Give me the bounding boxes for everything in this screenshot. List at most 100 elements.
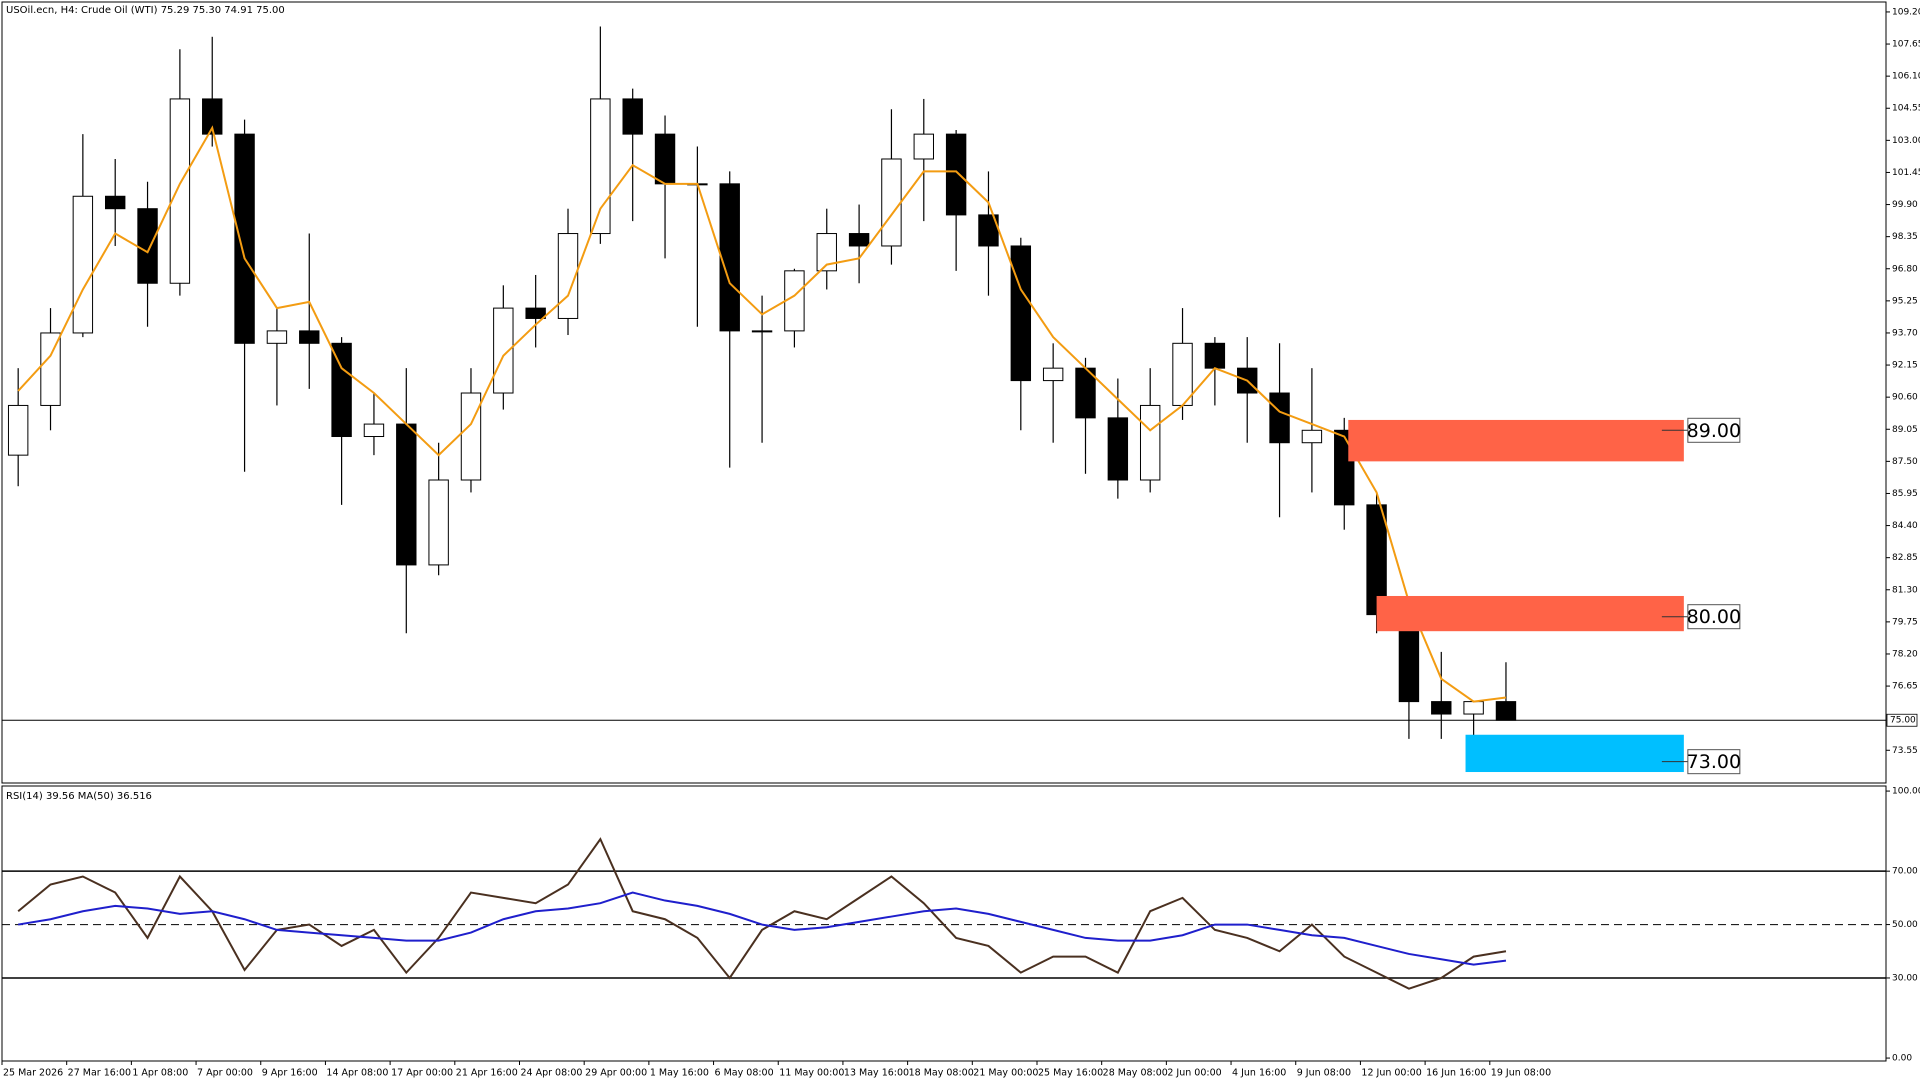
y-tick-label: 92.15 xyxy=(1892,361,1918,371)
candle-body xyxy=(557,233,579,319)
candle-body xyxy=(7,404,29,456)
candle-body xyxy=(1107,417,1129,481)
candle-body xyxy=(1010,245,1032,382)
y-tick-label: 98.35 xyxy=(1892,232,1918,242)
y-tick-label: 0.00 xyxy=(1892,1054,1912,1064)
x-tick-label: 25 May 16:00 xyxy=(1038,1068,1103,1079)
y-tick-label: 89.05 xyxy=(1892,425,1918,435)
y-tick-label: 103.00 xyxy=(1892,136,1920,146)
x-tick-label: 29 Apr 00:00 xyxy=(585,1068,647,1079)
candle-body xyxy=(363,423,385,438)
zone-label-box xyxy=(1687,604,1741,630)
candle-body xyxy=(848,233,870,247)
y-tick-label: 93.70 xyxy=(1892,328,1918,338)
y-tick-label: 90.60 xyxy=(1892,393,1918,403)
x-tick-label: 6 May 08:00 xyxy=(715,1068,774,1079)
candle-body xyxy=(654,133,676,185)
current-price-box xyxy=(1886,713,1918,727)
candle-body xyxy=(1495,701,1517,721)
x-tick-label: 21 Apr 16:00 xyxy=(456,1068,518,1079)
y-tick-label: 76.65 xyxy=(1892,682,1918,692)
candle-body xyxy=(137,208,158,284)
zone-label-box xyxy=(1687,749,1741,775)
zone-label: 73.00 xyxy=(1687,751,1741,773)
x-tick-label: 16 Jun 16:00 xyxy=(1426,1068,1486,1079)
x-tick-label: 19 Jun 08:00 xyxy=(1491,1068,1551,1079)
x-tick-label: 11 May 00:00 xyxy=(779,1068,844,1079)
zone xyxy=(1465,734,1684,773)
y-tick-label: 79.75 xyxy=(1892,617,1918,627)
y-tick-label: 96.80 xyxy=(1892,264,1918,274)
x-tick-label: 27 Mar 16:00 xyxy=(68,1068,131,1079)
x-tick-label: 28 May 08:00 xyxy=(1103,1068,1168,1079)
candle-body xyxy=(331,342,352,438)
x-tick-label: 21 May 00:00 xyxy=(973,1068,1038,1079)
moving-average xyxy=(17,125,1507,703)
y-tick-label: 109.20 xyxy=(1892,7,1920,17)
candle-body xyxy=(622,98,643,135)
y-tick-label: 104.55 xyxy=(1892,104,1920,114)
x-tick-label: 2 Jun 00:00 xyxy=(1167,1068,1221,1079)
x-tick-label: 1 Apr 08:00 xyxy=(132,1068,188,1079)
x-tick-label: 18 May 08:00 xyxy=(909,1068,974,1079)
zone-label: 89.00 xyxy=(1687,420,1741,442)
candle-body xyxy=(913,133,934,160)
y-tick-label: 101.45 xyxy=(1892,168,1920,178)
candle-body xyxy=(72,195,94,334)
candle-body xyxy=(881,158,902,247)
zone-label: 80.00 xyxy=(1687,606,1741,628)
candle-body xyxy=(1463,701,1484,715)
zone-label-box xyxy=(1687,417,1741,443)
candle-body xyxy=(590,98,611,235)
y-tick-label: 87.50 xyxy=(1892,457,1918,467)
candle-body xyxy=(1042,367,1064,382)
zone xyxy=(1348,419,1684,462)
x-tick-label: 25 Mar 2026 xyxy=(3,1068,63,1079)
x-tick-label: 9 Apr 16:00 xyxy=(262,1068,318,1079)
candle-body xyxy=(1204,342,1226,369)
candle-body xyxy=(428,479,449,566)
rsi-header: RSI(14) 39.56 MA(50) 36.516 xyxy=(6,791,152,802)
y-tick-label: 82.85 xyxy=(1892,553,1918,563)
x-tick-label: 1 May 16:00 xyxy=(650,1068,709,1079)
indicator-line xyxy=(18,891,1507,966)
x-tick-label: 9 Jun 08:00 xyxy=(1297,1068,1351,1079)
x-tick-label: 14 Apr 08:00 xyxy=(326,1068,388,1079)
candle-body xyxy=(234,133,255,344)
x-tick-label: 24 Apr 08:00 xyxy=(520,1068,582,1079)
x-tick-label: 4 Jun 16:00 xyxy=(1232,1068,1286,1079)
y-tick-label: 107.65 xyxy=(1892,40,1920,50)
x-tick-label: 12 Jun 00:00 xyxy=(1361,1068,1421,1079)
candle-body xyxy=(104,195,126,210)
y-tick-label: 85.95 xyxy=(1892,489,1918,499)
candle-body xyxy=(945,133,967,216)
candle-body xyxy=(299,330,320,344)
candle-body xyxy=(719,183,740,332)
y-tick-label: 70.00 xyxy=(1892,867,1918,877)
y-tick-label: 106.10 xyxy=(1892,72,1920,82)
candle-body xyxy=(266,330,288,344)
candle-body xyxy=(525,307,546,319)
y-tick-label: 73.55 xyxy=(1892,746,1918,756)
candle-body xyxy=(40,332,61,406)
y-tick-label: 100.00 xyxy=(1892,787,1920,797)
y-tick-label: 99.90 xyxy=(1892,200,1918,210)
candle-body xyxy=(1431,701,1452,715)
x-tick-label: 17 Apr 00:00 xyxy=(391,1068,453,1079)
y-tick-label: 78.20 xyxy=(1892,649,1918,659)
y-tick-label: 84.40 xyxy=(1892,521,1918,531)
candle-body xyxy=(751,330,773,333)
candle-body xyxy=(1269,392,1290,444)
x-tick-label: 13 May 16:00 xyxy=(844,1068,909,1079)
y-tick-label: 50.00 xyxy=(1892,920,1918,930)
price-pane xyxy=(1,1,1887,784)
candle-body xyxy=(1301,429,1323,444)
y-tick-label: 95.25 xyxy=(1892,296,1918,306)
y-tick-label: 81.30 xyxy=(1892,585,1918,595)
candle-body xyxy=(493,307,514,394)
candle-body xyxy=(816,233,837,272)
candle-body xyxy=(784,270,805,332)
y-tick-label: 30.00 xyxy=(1892,973,1918,983)
